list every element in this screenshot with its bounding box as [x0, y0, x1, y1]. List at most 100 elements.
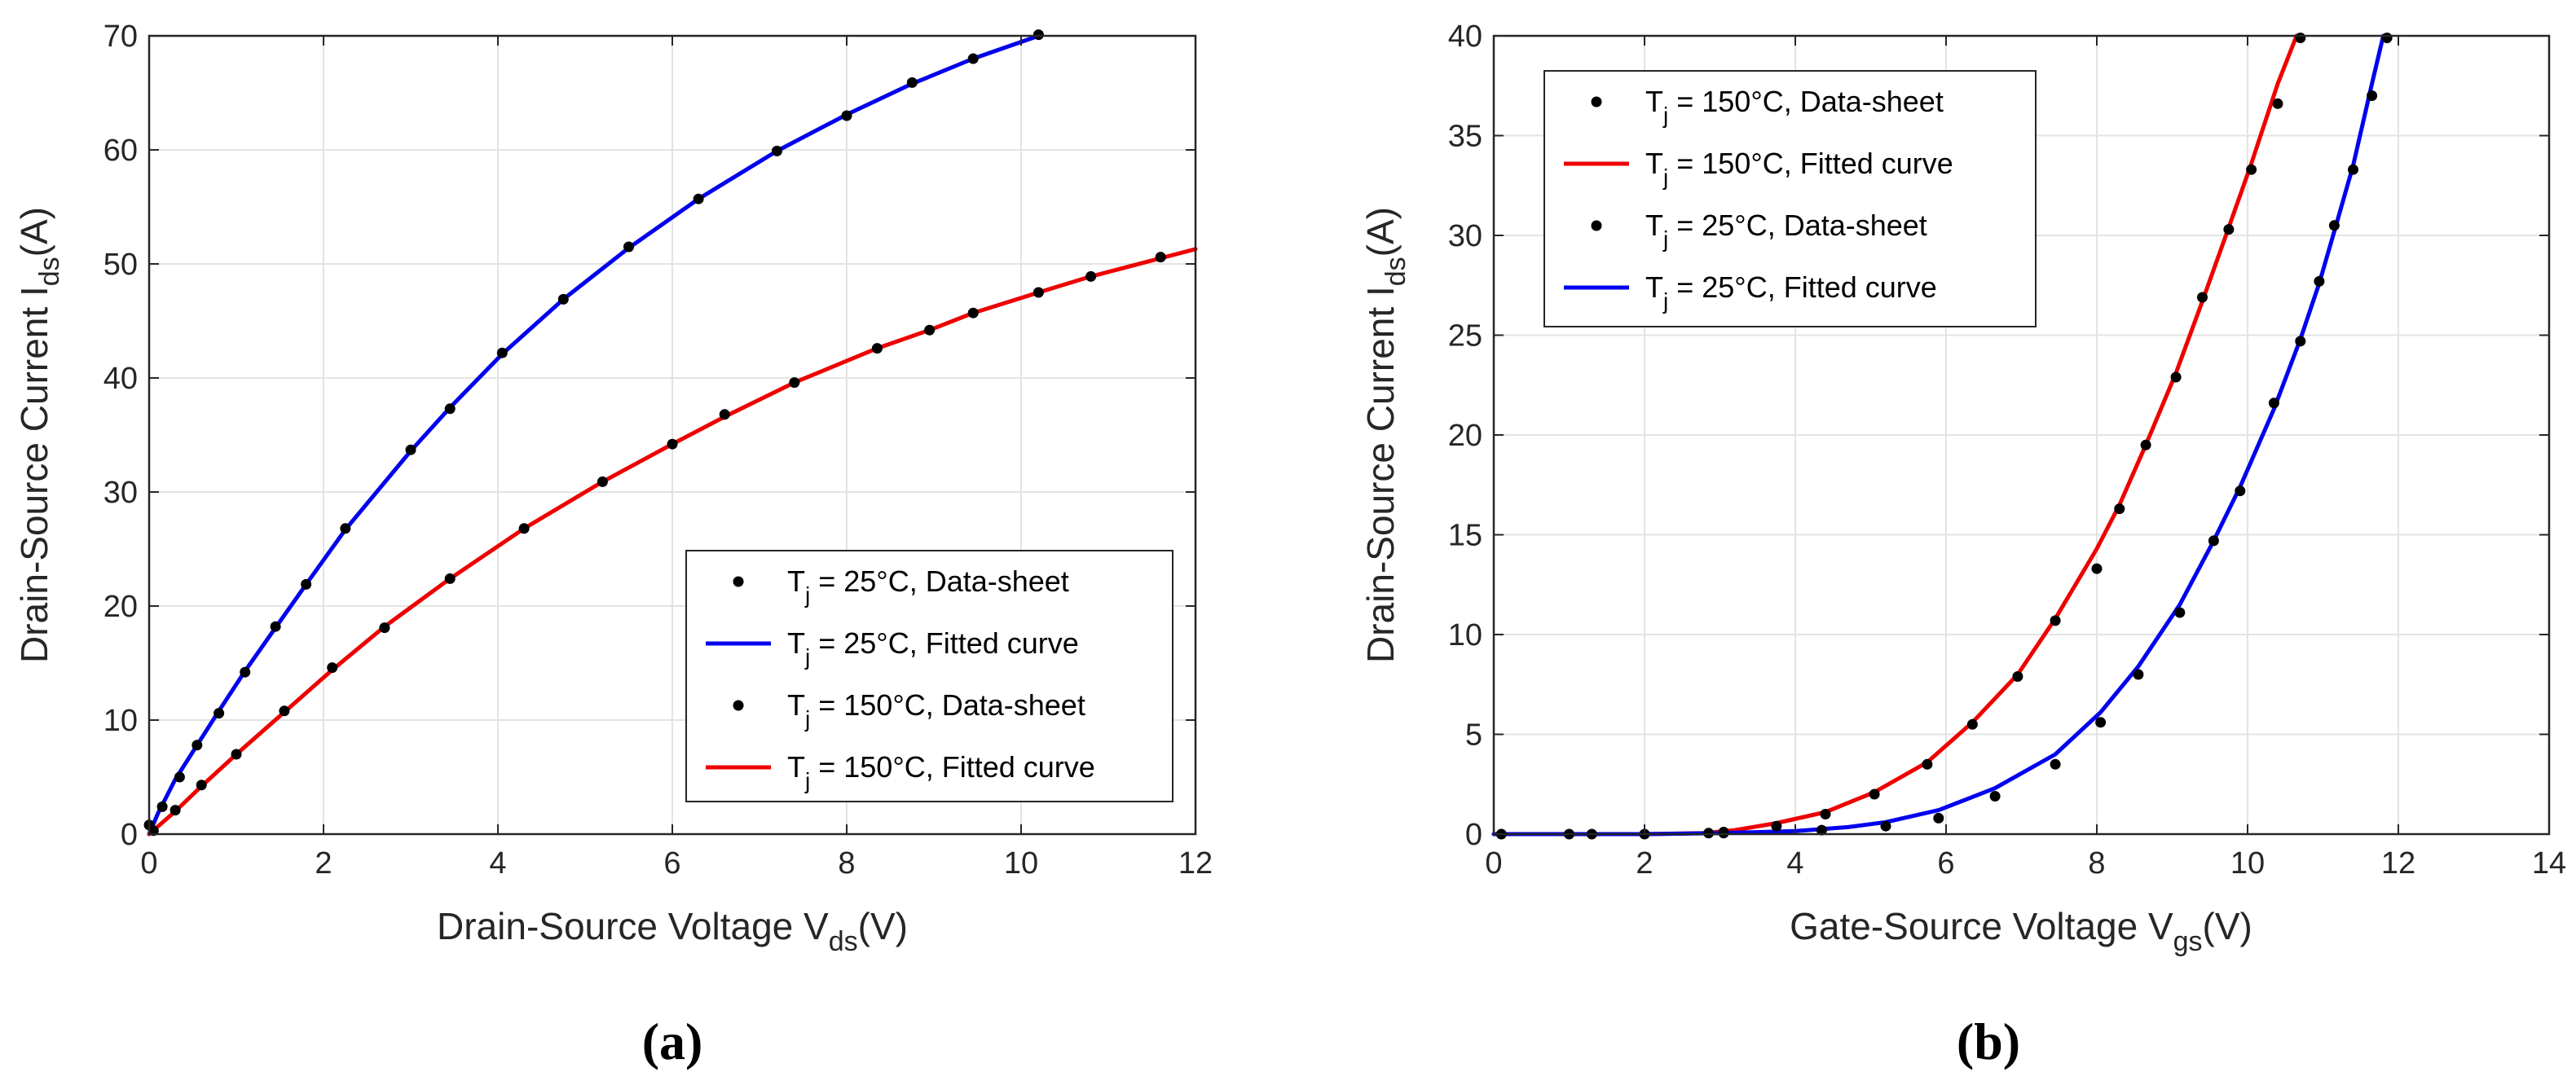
legend-entry-label: Tj = 150°C, Data-sheet [787, 688, 1085, 731]
data-point-b-0 [2295, 33, 2306, 43]
y-tick-label: 50 [103, 248, 138, 282]
data-point-a-2 [327, 662, 338, 674]
data-point-b-2 [2235, 485, 2246, 497]
y-tick-label: 20 [103, 590, 138, 624]
legend-a: Tj = 25°C, Data-sheet Tj = 25°C, Fitted c… [685, 550, 1174, 802]
data-point-b-0 [2246, 164, 2257, 175]
data-point-b-0 [2091, 563, 2103, 574]
data-point-a-0 [174, 771, 185, 783]
y-tick-label: 40 [1448, 20, 1482, 54]
y-tick-label: 5 [1465, 718, 1482, 753]
data-point-a-2 [719, 409, 730, 420]
y-tick-label: 10 [1448, 618, 1482, 652]
x-tick-label: 8 [838, 846, 855, 881]
x-tick-label: 10 [2230, 846, 2265, 881]
data-point-b-0 [2170, 371, 2182, 383]
data-point-b-0 [2140, 439, 2151, 450]
data-point-a-2 [518, 523, 530, 534]
data-point-b-2 [1816, 824, 1827, 836]
y-tick-label: 10 [103, 704, 138, 738]
legend-point-sample [733, 700, 744, 711]
legend-entry-label: Tj = 25°C, Data-sheet [787, 564, 1069, 608]
data-point-b-2 [2208, 535, 2219, 547]
x-tick-label: 2 [315, 846, 332, 881]
legend-entry-label: Tj = 150°C, Fitted curve [787, 750, 1095, 793]
data-point-a-2 [924, 324, 936, 336]
legend-b: Tj = 150°C, Data-sheet Tj = 150°C, Fitted… [1543, 70, 2037, 327]
data-point-a-0 [301, 578, 312, 590]
x-tick-label: 0 [1485, 846, 1502, 881]
grid-a [148, 35, 1196, 835]
data-point-b-0 [2050, 615, 2061, 626]
y-tick-label: 35 [1448, 120, 1482, 154]
x-axis-label-a: Drain-Source Voltage Vds(V) [437, 905, 908, 957]
y-tick-label: 70 [103, 20, 138, 54]
data-point-b-2 [2367, 90, 2378, 101]
legend-entry-label: Tj = 25°C, Fitted curve [787, 626, 1079, 670]
series-line-a-3 [147, 247, 1198, 837]
data-point-b-2 [1880, 820, 1891, 832]
x-tick-label: 4 [489, 846, 506, 881]
series-line-b-3 [1491, 33, 2385, 837]
data-point-a-0 [270, 621, 281, 632]
legend-box-b [1543, 70, 2037, 327]
data-point-b-0 [2012, 671, 2023, 682]
data-point-b-2 [2348, 164, 2358, 175]
data-point-a-0 [1033, 29, 1044, 41]
data-point-a-2 [279, 705, 290, 717]
data-point-a-0 [156, 801, 168, 812]
data-point-b-0 [1820, 809, 1831, 819]
y-tick-label: 30 [103, 476, 138, 510]
y-tick-label: 20 [1448, 419, 1482, 453]
data-point-b-2 [1933, 812, 1944, 824]
x-tick-label: 2 [1636, 846, 1653, 881]
chart-panel-a: 0 2 4 6 8 10 12 0 10 20 30 40 50 60 70 Drain-Source Vo… [13, 20, 1213, 1070]
legend-entry-label: Tj = 25°C, Fitted curve [1645, 270, 1937, 314]
legend-point-sample [733, 576, 744, 587]
x-tick-label: 10 [1004, 846, 1038, 881]
data-point-b-2 [1989, 791, 2001, 802]
data-point-b-2 [2133, 669, 2144, 680]
data-point-a-2 [444, 573, 456, 584]
x-tick-label: 14 [2532, 846, 2566, 881]
y-tick-label: 60 [103, 134, 138, 168]
data-point-a-0 [771, 145, 782, 156]
y-tick-label: 0 [1465, 818, 1482, 852]
data-point-b-2 [2295, 336, 2306, 347]
ticks-a: 0 2 4 6 8 10 12 0 10 20 30 40 50 60 70 [103, 20, 1213, 881]
data-point-a-0 [496, 347, 508, 358]
data-point-a-0 [557, 293, 569, 305]
data-point-a-0 [340, 523, 351, 534]
data-point-b-0 [1869, 788, 1880, 800]
y-tick-label: 30 [1448, 219, 1482, 253]
subplot-label-a: (a) [642, 1013, 703, 1070]
data-point-b-0 [1966, 718, 1978, 730]
y-axis-label-a: Drain-Source Current Ids(A) [13, 207, 65, 663]
data-point-b-2 [2174, 607, 2186, 618]
y-tick-label: 15 [1448, 519, 1482, 553]
data-point-a-0 [967, 53, 979, 64]
data-point-a-2 [1155, 252, 1166, 263]
data-point-a-0 [693, 193, 704, 204]
ticks-b: 0 2 4 6 8 10 12 14 0 5 10 15 20 25 30 35 40 [1448, 20, 2566, 881]
data-point-a-0 [841, 110, 852, 121]
data-point-a-2 [1085, 270, 1097, 282]
x-tick-label: 4 [1786, 846, 1803, 881]
data-point-a-0 [192, 740, 203, 751]
data-point-a-0 [240, 666, 251, 678]
x-axis-label-b: Gate-Source Voltage Vgs(V) [1790, 905, 2252, 957]
data-point-b-0 [2197, 292, 2208, 303]
data-point-a-2 [667, 438, 678, 450]
legend-entry-label: Tj = 150°C, Fitted curve [1645, 147, 1953, 190]
data-point-a-0 [623, 241, 634, 253]
data-point-a-2 [170, 805, 181, 816]
data-point-a-0 [444, 403, 456, 415]
series-line-a-1 [147, 33, 1041, 837]
data-point-a-0 [214, 708, 225, 719]
data-point-a-2 [871, 343, 883, 354]
data-point-b-0 [2223, 224, 2235, 235]
data-point-b-2 [2095, 717, 2107, 728]
legend-point-sample [1591, 220, 1602, 231]
data-point-b-2 [2268, 398, 2279, 409]
